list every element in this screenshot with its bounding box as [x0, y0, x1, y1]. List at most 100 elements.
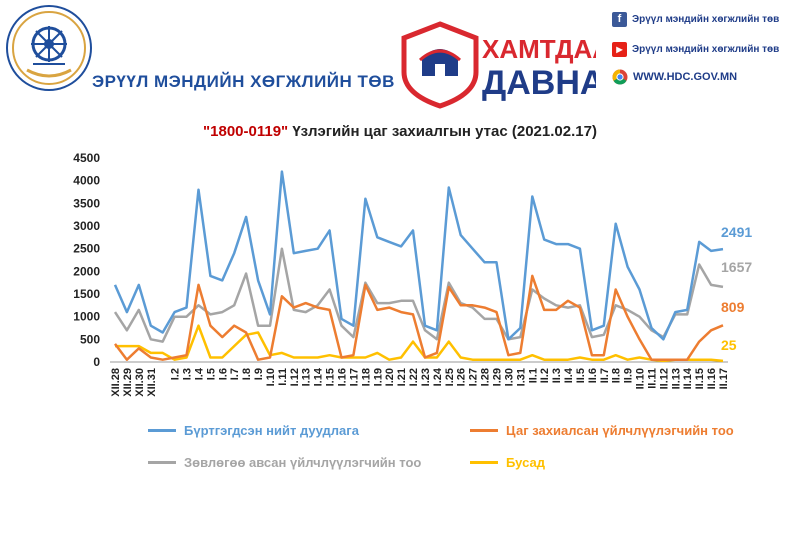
y-tick-label: 0: [93, 355, 100, 369]
end-label-appointments: 809: [721, 299, 745, 315]
x-tick-label: I.20: [384, 368, 396, 386]
x-tick-label: II.2: [539, 368, 551, 383]
legend-swatch: [470, 461, 498, 464]
x-tick-label: I.7: [229, 368, 241, 380]
x-tick-label: I.2: [170, 368, 182, 380]
x-tick-label: II.3: [551, 368, 563, 383]
x-tick-label: II.7: [599, 368, 611, 383]
chart-title-highlight: "1800-0119": [203, 123, 289, 140]
campaign-line2: ДАВНА: [482, 64, 596, 102]
x-tick-label: I.25: [444, 368, 456, 386]
end-labels: 2491 1657 809 25: [721, 224, 752, 353]
x-tick-label: I.9: [253, 368, 265, 380]
social-facebook[interactable]: f Эрүүл мэндийн хөгжлийн төв: [612, 12, 779, 27]
x-tick-label: II.10: [635, 368, 647, 389]
end-label-consultations: 1657: [721, 259, 752, 275]
y-tick-label: 4000: [73, 174, 100, 188]
org-emblem-logo: [6, 5, 92, 91]
x-tick-label: I.15: [325, 368, 337, 386]
x-tick-label: I.16: [337, 368, 349, 386]
x-tick-label: II.9: [623, 368, 635, 383]
y-tick-label: 3000: [73, 219, 100, 233]
x-tick-label: II.14: [682, 367, 694, 389]
x-tick-label: I.27: [468, 368, 480, 386]
end-label-other: 25: [721, 337, 737, 353]
y-tick-label: 1000: [73, 310, 100, 324]
series-line-consultations: [113, 247, 724, 343]
x-tick-label: I.30: [503, 368, 515, 386]
end-label-registered-calls: 2491: [721, 224, 752, 240]
social-youtube[interactable]: ▶ Эрүүл мэндийн хөгжлийн төв: [612, 42, 779, 57]
legend-item-registered-calls: Бүртгэгдсэн нийт дуудлага: [148, 423, 359, 438]
x-tick-label: I.3: [182, 368, 194, 380]
y-tick-label: 1500: [73, 287, 100, 301]
social-facebook-label: Эрүүл мэндийн хөгжлийн төв: [632, 14, 780, 25]
x-tick-label: I.29: [491, 368, 503, 386]
series-line-other: [115, 324, 724, 363]
campaign-logo: ХАМТДАА ДАВНА: [401, 21, 596, 109]
x-tick-label: II.8: [611, 368, 623, 383]
chrome-icon: [612, 69, 628, 85]
x-tick-label: I.11: [277, 368, 289, 386]
x-tick-label: I.26: [456, 368, 468, 386]
x-tick-label: I.17: [348, 368, 360, 386]
x-tick-label: XII.30: [134, 368, 146, 397]
x-tick-label: I.22: [408, 368, 420, 386]
x-tick-label: I.6: [217, 368, 229, 380]
y-axis: 0 500 1000 1500 2000 2500 3000 3500 4000 4500: [73, 151, 100, 369]
chart-title-rest: Үзлэгийн цаг захиалгын утас (2021.02.17): [288, 123, 597, 140]
x-tick-label: II.6: [587, 368, 599, 383]
org-name: ЭРҮҮЛ МЭНДИЙН ХӨГЖЛИЙН ТӨВ: [92, 72, 395, 91]
x-tick-label: XII.31: [146, 368, 158, 397]
legend-item-appointments: Цаг захиалсан үйлчлүүлэгчийн тоо: [470, 423, 734, 438]
legend-item-other: Бусад: [470, 455, 545, 470]
series-line-appointments: [114, 274, 724, 361]
x-tick-label: II.16: [706, 368, 718, 389]
x-tick-label: I.19: [372, 368, 384, 386]
series-lines: [113, 170, 724, 363]
legend-label: Цаг захиалсан үйлчлүүлэгчийн тоо: [506, 423, 734, 438]
x-tick-label: I.23: [420, 368, 432, 386]
y-tick-label: 3500: [73, 196, 100, 210]
x-tick-label: I.21: [396, 368, 408, 386]
legend-swatch: [470, 429, 498, 432]
social-website[interactable]: WWW.HDC.GOV.MN: [612, 69, 737, 85]
y-tick-label: 2000: [73, 264, 100, 278]
social-youtube-label: Эрүүл мэндийн хөгжлийн төв: [632, 44, 780, 55]
chart-title: "1800-0119" Үзлэгийн цаг захиалгын утас …: [0, 123, 800, 140]
x-tick-label: II.17: [718, 368, 730, 389]
x-tick-label: I.18: [360, 368, 372, 386]
y-tick-label: 4500: [73, 151, 100, 165]
legend-item-consultations: Зөвлөгөө авсан үйлчлүүлэгчийн тоо: [148, 455, 421, 470]
x-tick-label: II.11: [646, 368, 658, 389]
x-tick-label: II.15: [694, 368, 706, 389]
x-tick-label: I.14: [313, 367, 325, 386]
y-tick-label: 500: [80, 332, 100, 346]
x-tick-label: I.8: [241, 368, 253, 380]
legend-label: Зөвлөгөө авсан үйлчлүүлэгчийн тоо: [184, 455, 422, 470]
legend-label: Бусад: [506, 455, 545, 470]
x-axis: XII.28 XII.29 XII.30 XII.31 I.2 I.3 I.4 I.5 I.6 I…: [110, 361, 730, 397]
youtube-icon: ▶: [612, 42, 627, 57]
x-tick-label: II.13: [670, 368, 682, 389]
legend-label: Бүртгэгдсэн нийт дуудлага: [184, 423, 359, 438]
series-line-registered-calls: [113, 170, 724, 341]
x-tick-label: XII.29: [122, 368, 134, 397]
x-tick-label: I.10: [265, 368, 277, 386]
legend-swatch: [148, 429, 176, 432]
y-tick-label: 2500: [73, 242, 100, 256]
x-tick-label: I.24: [432, 367, 444, 386]
x-tick-label: I.5: [205, 368, 217, 380]
x-tick-label: II.1: [527, 368, 539, 383]
campaign-line1: ХАМТДАА: [482, 34, 596, 64]
x-tick-label: I.12: [289, 368, 301, 386]
x-tick-label: II.5: [575, 368, 587, 383]
x-tick-label: II.4: [563, 367, 575, 383]
legend-swatch: [148, 461, 176, 464]
x-tick-label: I.13: [301, 368, 313, 386]
x-tick-label: I.4: [193, 367, 205, 380]
x-tick-label: I.28: [480, 368, 492, 386]
social-website-label: WWW.HDC.GOV.MN: [633, 71, 738, 83]
x-tick-label: XII.28: [110, 368, 122, 397]
